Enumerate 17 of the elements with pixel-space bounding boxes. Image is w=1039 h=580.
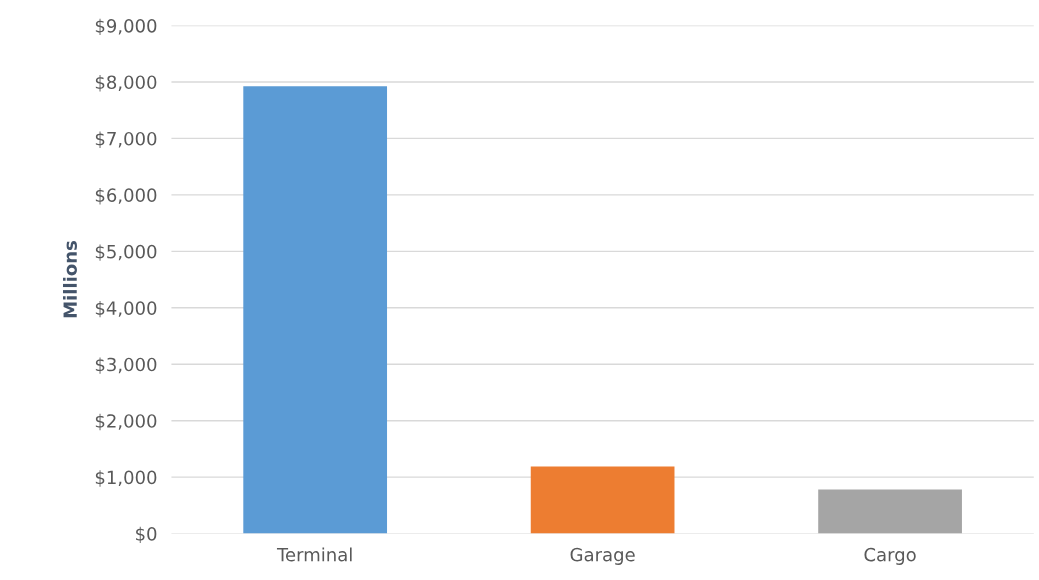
bar [530,466,675,534]
x-tick-label: Terminal [276,547,352,562]
y-tick-label: $2,000 [95,413,157,431]
y-tick-label: $6,000 [95,188,157,205]
y-tick-label: $4,000 [95,300,157,318]
bar [243,86,388,534]
bar [818,489,962,534]
y-tick-label: $0 [136,526,157,544]
y-tick-label: $1,000 [95,470,157,487]
x-tick-label: Cargo [864,547,916,565]
y-tick-label: $3,000 [95,357,157,374]
y-axis-title: Millions [63,241,77,318]
x-tick-label: Garage [570,547,635,565]
y-tick-label: $9,000 [95,18,157,36]
y-tick-label: $8,000 [95,75,157,92]
y-tick-label: $5,000 [95,244,157,261]
y-tick-label: $7,000 [95,131,157,148]
